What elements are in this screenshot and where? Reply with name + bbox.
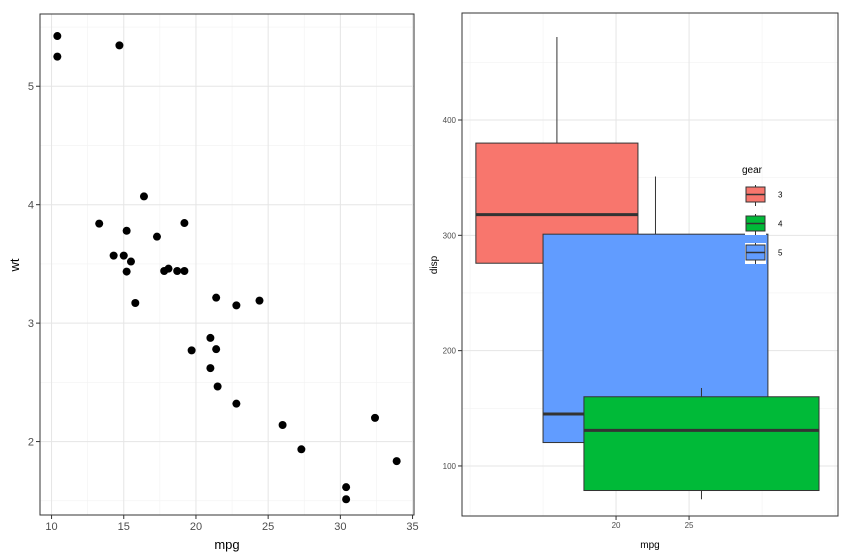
scatter-point (187, 346, 196, 355)
scatter-point (255, 296, 264, 305)
boxplot-x-tick-label: 20 (612, 521, 621, 530)
scatter-point (131, 298, 140, 307)
scatter-x-tick-label: 20 (190, 521, 202, 533)
scatter-point (206, 364, 215, 373)
box-gear-4 (583, 388, 820, 500)
scatter-plot-background (40, 14, 414, 515)
scatter-point (126, 257, 135, 266)
scatter-point (342, 483, 351, 492)
legend-label: 4 (778, 220, 783, 229)
boxplot-y-tick-label: 400 (443, 116, 457, 125)
boxplot-x-ticks: 20 25 (612, 516, 694, 530)
legend-item-4: 4 (745, 214, 783, 235)
scatter-panel-border (39, 13, 415, 516)
scatter-point (53, 52, 62, 61)
scatter-point (213, 382, 222, 391)
boxplot-boxes (475, 36, 820, 500)
boxplot-y-ticks: 100 200 300 400 (443, 116, 462, 471)
scatter-point (297, 445, 306, 454)
scatter-point (212, 345, 221, 354)
boxplot-panel-border (461, 12, 839, 517)
scatter-x-ticks: 10 15 20 25 30 35 (45, 515, 419, 533)
scatter-y-tick-label: 3 (28, 318, 34, 330)
boxplot-x-tick-label: 25 (685, 521, 694, 530)
scatter-x-axis-title: mpg (214, 537, 239, 552)
scatter-point (278, 420, 287, 429)
scatter-gridlines (40, 14, 414, 515)
scatter-points (53, 32, 401, 504)
scatter-point (173, 267, 182, 276)
boxplot-legend: gear 3 4 5 (742, 165, 783, 264)
scatter-point (392, 457, 401, 466)
scatter-x-tick-label: 10 (45, 521, 57, 533)
scatter-y-tick-label: 2 (28, 437, 34, 449)
scatter-x-tick-label: 15 (118, 521, 130, 533)
scatter-point (53, 32, 62, 41)
boxplot-y-axis-title: disp (429, 255, 440, 274)
scatter-y-axis-title: wt (7, 258, 22, 272)
boxplot-y-tick-label: 300 (443, 231, 457, 240)
scatter-x-tick-label: 30 (334, 521, 346, 533)
scatter-point (232, 399, 241, 408)
legend-item-3: 3 (745, 185, 783, 206)
scatter-x-tick-label: 25 (262, 521, 274, 533)
scatter-point (139, 192, 148, 201)
scatter-point (122, 267, 131, 276)
scatter-point (160, 267, 169, 276)
box-iqr (583, 396, 820, 492)
legend-title: gear (742, 165, 763, 176)
scatter-point (122, 226, 131, 235)
scatter-y-ticks: 2 3 4 5 (28, 81, 40, 449)
scatter-point (371, 413, 380, 422)
legend-label: 3 (778, 191, 783, 200)
scatter-point (152, 232, 161, 241)
legend-item-5: 5 (745, 243, 783, 264)
scatter-point (109, 251, 118, 260)
scatter-x-tick-label: 35 (406, 521, 418, 533)
boxplot-x-axis-title: mpg (640, 540, 659, 551)
scatter-point (206, 333, 215, 342)
scatter-point (342, 495, 351, 504)
scatter-y-tick-label: 5 (28, 81, 34, 93)
scatter-point (95, 219, 104, 228)
scatter-point (180, 267, 189, 276)
boxplot-y-tick-label: 200 (443, 347, 457, 356)
scatter-panel: 10 15 20 25 30 35 2 3 4 5 mpg wt (7, 13, 419, 552)
boxplot-y-tick-label: 100 (443, 462, 457, 471)
scatter-point (212, 293, 221, 302)
scatter-point (232, 301, 241, 310)
scatter-point (180, 219, 189, 228)
scatter-point (115, 41, 124, 50)
scatter-y-tick-label: 4 (28, 200, 34, 212)
scatter-point (119, 251, 128, 260)
legend-label: 5 (778, 249, 783, 258)
